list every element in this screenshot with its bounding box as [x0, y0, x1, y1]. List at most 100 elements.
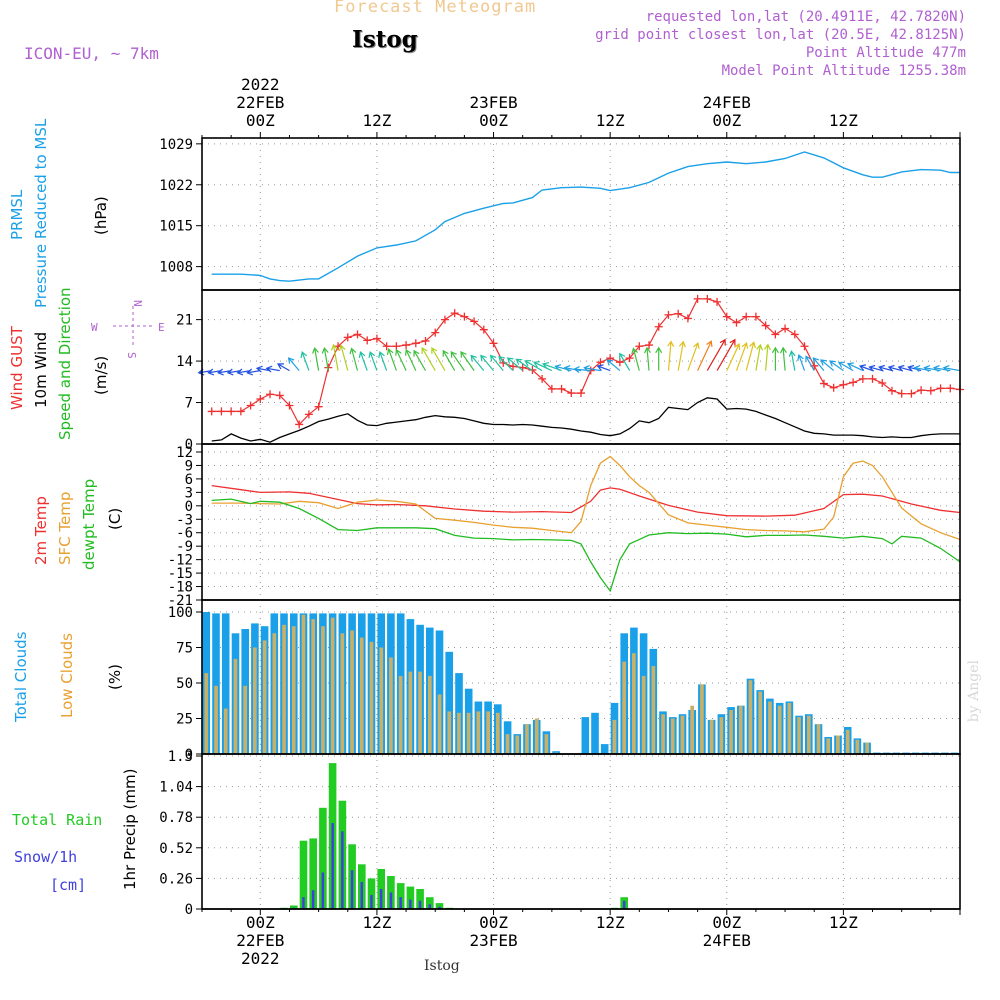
pressure-label: PRMSL — [8, 189, 26, 240]
wind-direction-arrow — [368, 350, 378, 371]
gust-marker — [577, 389, 585, 398]
wind-direction-arrow — [338, 344, 349, 371]
wind-direction-arrow — [236, 368, 251, 376]
low-cloud-bar — [622, 661, 626, 754]
wind-direction-arrow — [771, 346, 779, 371]
gust-marker — [781, 324, 790, 333]
wind-direction-arrow — [812, 357, 825, 371]
low-cloud-bar — [214, 685, 218, 754]
wind-unit-label: (m/s) — [92, 356, 110, 395]
dewpt-series-line — [211, 498, 961, 593]
time-label-bottom: 24FEB — [703, 931, 751, 950]
sfc-temp-series-line — [211, 455, 961, 541]
gust-marker — [207, 407, 216, 416]
gust-marker — [635, 342, 644, 351]
low-cloud-bar — [243, 685, 247, 754]
gust-marker — [353, 330, 362, 339]
gust-marker — [489, 339, 498, 348]
temp-unit-label: (C) — [106, 508, 124, 530]
rain-bar — [367, 878, 376, 909]
wind-direction-arrow — [932, 365, 951, 372]
gust-marker — [761, 321, 770, 330]
precip-tick-label: 0.52 — [159, 841, 193, 857]
wind-tick-label: 21 — [176, 313, 193, 329]
low-cloud-bar — [670, 718, 675, 754]
low-cloud-bar — [301, 614, 306, 754]
gust-marker — [732, 318, 741, 327]
wind-tick-label: 14 — [176, 354, 193, 370]
time-label-top: 00Z — [246, 111, 275, 130]
rain-bar — [290, 905, 298, 909]
rain-bar — [426, 897, 434, 909]
pressure-unit-label: (hPa) — [92, 196, 110, 235]
cloud-tick-label: 0 — [185, 747, 193, 763]
time-label-bottom: 00Z — [712, 913, 741, 932]
precip-tick-label: 0.26 — [159, 871, 193, 887]
temp-tick-label: -18 — [168, 580, 193, 596]
low-cloud-bar — [233, 658, 238, 754]
gust-marker — [470, 317, 479, 326]
time-label-bottom: 00Z — [479, 913, 508, 932]
low-cloud-bar — [262, 640, 267, 754]
wind-direction-arrow — [515, 358, 533, 372]
low-clouds-label: Low Clouds — [58, 633, 76, 718]
point-altitude: Point Altitude 477m — [805, 45, 966, 61]
low-cloud-bar — [330, 617, 335, 754]
temp-tick-label: -3 — [176, 512, 193, 528]
wind-direction-arrow — [265, 365, 280, 373]
gust-marker — [742, 312, 751, 321]
wind-direction-arrow — [378, 351, 388, 371]
low-cloud-bar — [661, 714, 665, 754]
wind-direction-arrow — [431, 346, 446, 371]
cloud-tick-label: 100 — [168, 605, 193, 621]
grid-point-coords: grid point closest lon,lat (20.5E, 42.81… — [595, 27, 966, 43]
rain-bar — [319, 807, 327, 909]
footer-location: Istog — [424, 958, 460, 974]
rain-bar — [309, 838, 317, 909]
low-cloud-bar — [418, 671, 422, 754]
wind-direction-arrow — [805, 355, 815, 371]
low-cloud-bar — [738, 705, 743, 754]
time-label-top: 2022 — [241, 75, 280, 94]
wind-direction-arrow — [596, 364, 611, 372]
pressure-tick-label: 1029 — [159, 137, 193, 153]
gust-marker — [217, 407, 226, 416]
snow-bar — [379, 889, 383, 909]
gust-marker — [314, 402, 323, 411]
wind-direction-arrow — [554, 364, 572, 372]
model-label: ICON-EU, ~ 7km — [24, 44, 159, 63]
wind-direction-arrow — [716, 338, 736, 371]
snow-bar — [321, 872, 325, 909]
wind-direction-arrow — [859, 364, 873, 372]
low-cloud-bar — [350, 630, 354, 754]
wind-direction-arrow — [450, 350, 465, 371]
gust-marker — [304, 410, 313, 419]
dewpt-label: dewpt Temp — [80, 479, 98, 570]
wind-direction-arrow — [878, 364, 893, 372]
low-cloud-bar — [641, 675, 646, 754]
snow-bar — [360, 881, 363, 909]
gust-marker — [645, 341, 654, 350]
low-cloud-bar — [282, 624, 286, 754]
precip-tick-label: 1.04 — [159, 780, 193, 796]
gust-marker — [402, 341, 411, 350]
gust-marker — [431, 328, 440, 337]
gust-marker — [887, 386, 896, 395]
temp-tick-label: 12 — [176, 445, 193, 461]
gust-marker — [411, 339, 420, 348]
gust-marker — [392, 342, 401, 351]
location-title: Istog — [352, 26, 418, 53]
wind-direction-arrow — [677, 340, 686, 371]
wind-direction-arrow — [312, 346, 320, 371]
compass-label-w: W — [91, 321, 98, 334]
wind-direction-arrow — [217, 368, 232, 376]
gust-marker — [751, 312, 760, 321]
low-cloud-bar — [447, 711, 452, 754]
wind-direction-arrow — [533, 361, 553, 372]
wind-direction-arrow — [837, 361, 854, 372]
gust-marker — [800, 342, 809, 351]
gust-marker — [839, 380, 848, 389]
low-cloud-bar — [826, 738, 831, 754]
